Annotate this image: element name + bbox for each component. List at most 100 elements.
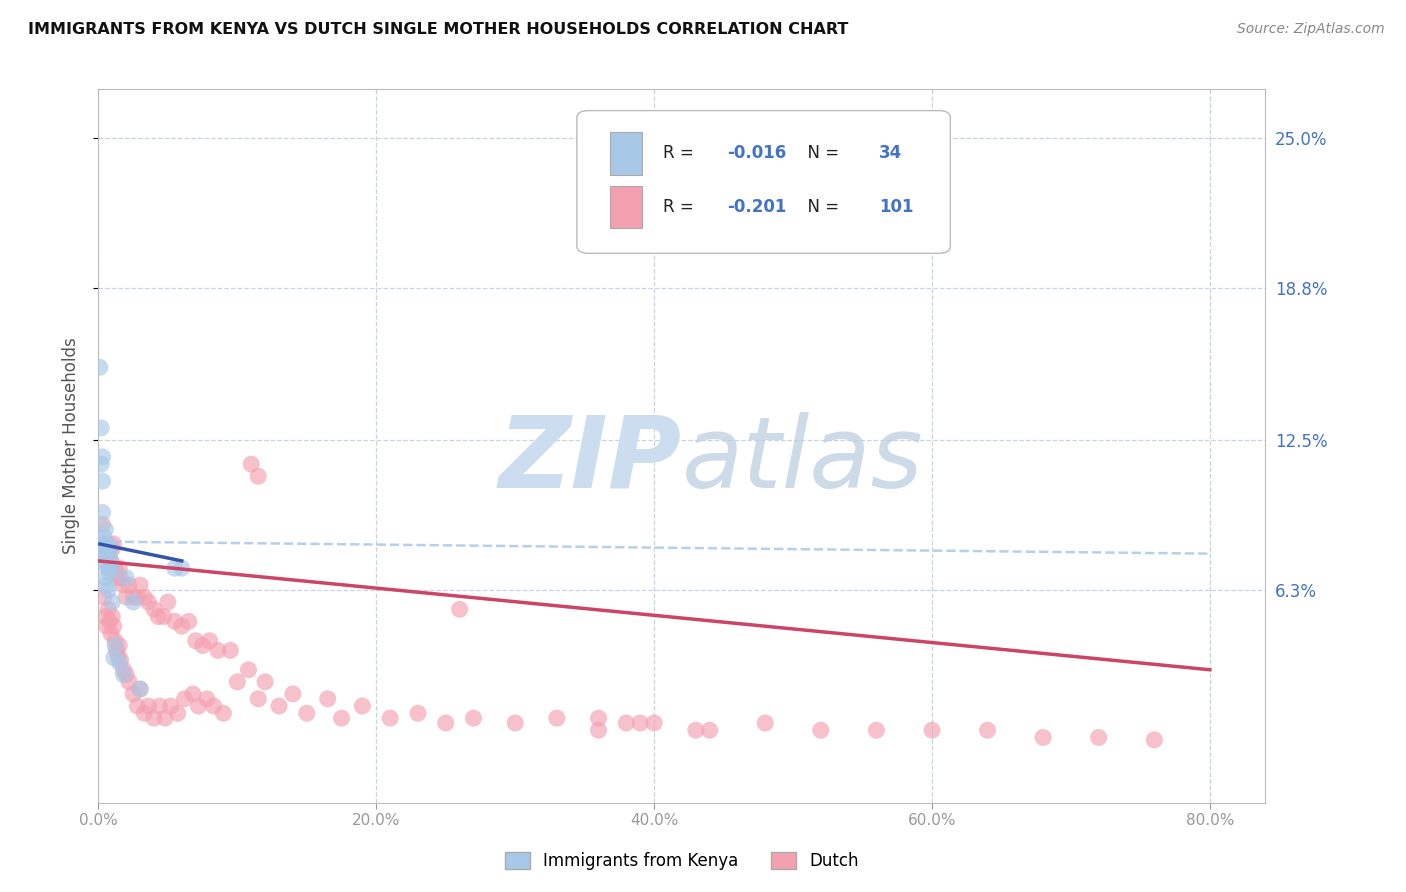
Point: [112, 667, 135, 681]
Point: [112, 663, 135, 677]
Point: [628, 716, 651, 731]
Point: [134, 706, 156, 721]
Point: [108, 656, 131, 670]
Point: [107, 571, 129, 585]
Point: [93, 554, 115, 568]
Point: [91, 474, 114, 488]
Point: [152, 609, 174, 624]
Point: [93, 590, 115, 604]
Text: R =: R =: [664, 145, 699, 162]
Point: [93, 530, 115, 544]
Point: [754, 716, 776, 731]
Point: [546, 711, 568, 725]
Point: [316, 691, 339, 706]
Point: [1143, 732, 1166, 747]
Point: [129, 682, 152, 697]
Point: [699, 723, 721, 738]
Point: [100, 626, 122, 640]
Point: [105, 566, 128, 580]
Point: [156, 595, 179, 609]
Point: [191, 639, 214, 653]
Point: [187, 699, 209, 714]
Point: [267, 699, 290, 714]
Text: -0.016: -0.016: [727, 145, 787, 162]
Point: [143, 711, 166, 725]
Point: [254, 674, 277, 689]
Text: N =: N =: [797, 145, 845, 162]
Point: [108, 639, 131, 653]
Text: R =: R =: [664, 198, 699, 216]
Point: [295, 706, 318, 721]
Point: [976, 723, 998, 738]
Point: [163, 615, 186, 629]
Point: [98, 547, 121, 561]
Point: [181, 687, 204, 701]
Point: [1087, 731, 1109, 745]
Point: [91, 506, 114, 520]
Point: [865, 723, 887, 738]
Point: [129, 578, 152, 592]
Point: [101, 561, 124, 575]
Point: [330, 711, 353, 725]
FancyBboxPatch shape: [610, 132, 643, 175]
Point: [100, 554, 122, 568]
Point: [173, 691, 195, 706]
Point: [96, 547, 118, 561]
Point: [127, 699, 149, 714]
Point: [94, 537, 117, 551]
Point: [93, 537, 115, 551]
Point: [138, 699, 160, 714]
Point: [1032, 731, 1054, 745]
Text: ZIP: ZIP: [499, 412, 682, 508]
Point: [97, 602, 120, 616]
Point: [219, 643, 242, 657]
Point: [588, 723, 610, 738]
Point: [107, 648, 129, 663]
Legend: Immigrants from Kenya, Dutch: Immigrants from Kenya, Dutch: [498, 845, 866, 877]
FancyBboxPatch shape: [610, 186, 643, 228]
Point: [103, 619, 125, 633]
Point: [352, 699, 374, 714]
Point: [90, 547, 112, 561]
Point: [148, 699, 170, 714]
Point: [138, 595, 160, 609]
Point: [96, 578, 118, 592]
Point: [503, 716, 526, 731]
Point: [100, 554, 122, 568]
Point: [112, 578, 135, 592]
Point: [101, 595, 124, 609]
Point: [91, 517, 114, 532]
Point: [170, 619, 193, 633]
Point: [247, 469, 270, 483]
Point: [449, 602, 471, 616]
Point: [212, 706, 235, 721]
Point: [96, 537, 118, 551]
Point: [122, 590, 145, 604]
Point: [378, 711, 402, 725]
Point: [96, 558, 118, 573]
Point: [463, 711, 485, 725]
Point: [198, 633, 221, 648]
Point: [98, 615, 121, 629]
Point: [226, 674, 249, 689]
Point: [94, 547, 117, 561]
Text: -0.201: -0.201: [727, 198, 787, 216]
Point: [434, 716, 457, 731]
Point: [96, 537, 118, 551]
Point: [170, 561, 193, 575]
Point: [143, 602, 166, 616]
Point: [94, 571, 117, 585]
Point: [103, 537, 125, 551]
Point: [129, 682, 152, 697]
Point: [115, 667, 138, 681]
Point: [159, 699, 181, 714]
Point: [643, 716, 665, 731]
Text: IMMIGRANTS FROM KENYA VS DUTCH SINGLE MOTHER HOUSEHOLDS CORRELATION CHART: IMMIGRANTS FROM KENYA VS DUTCH SINGLE MO…: [28, 22, 848, 37]
FancyBboxPatch shape: [576, 111, 950, 253]
Point: [108, 561, 131, 575]
Point: [104, 633, 127, 648]
Point: [97, 537, 120, 551]
Point: [104, 561, 127, 575]
Text: 101: 101: [879, 198, 914, 216]
Point: [202, 699, 225, 714]
